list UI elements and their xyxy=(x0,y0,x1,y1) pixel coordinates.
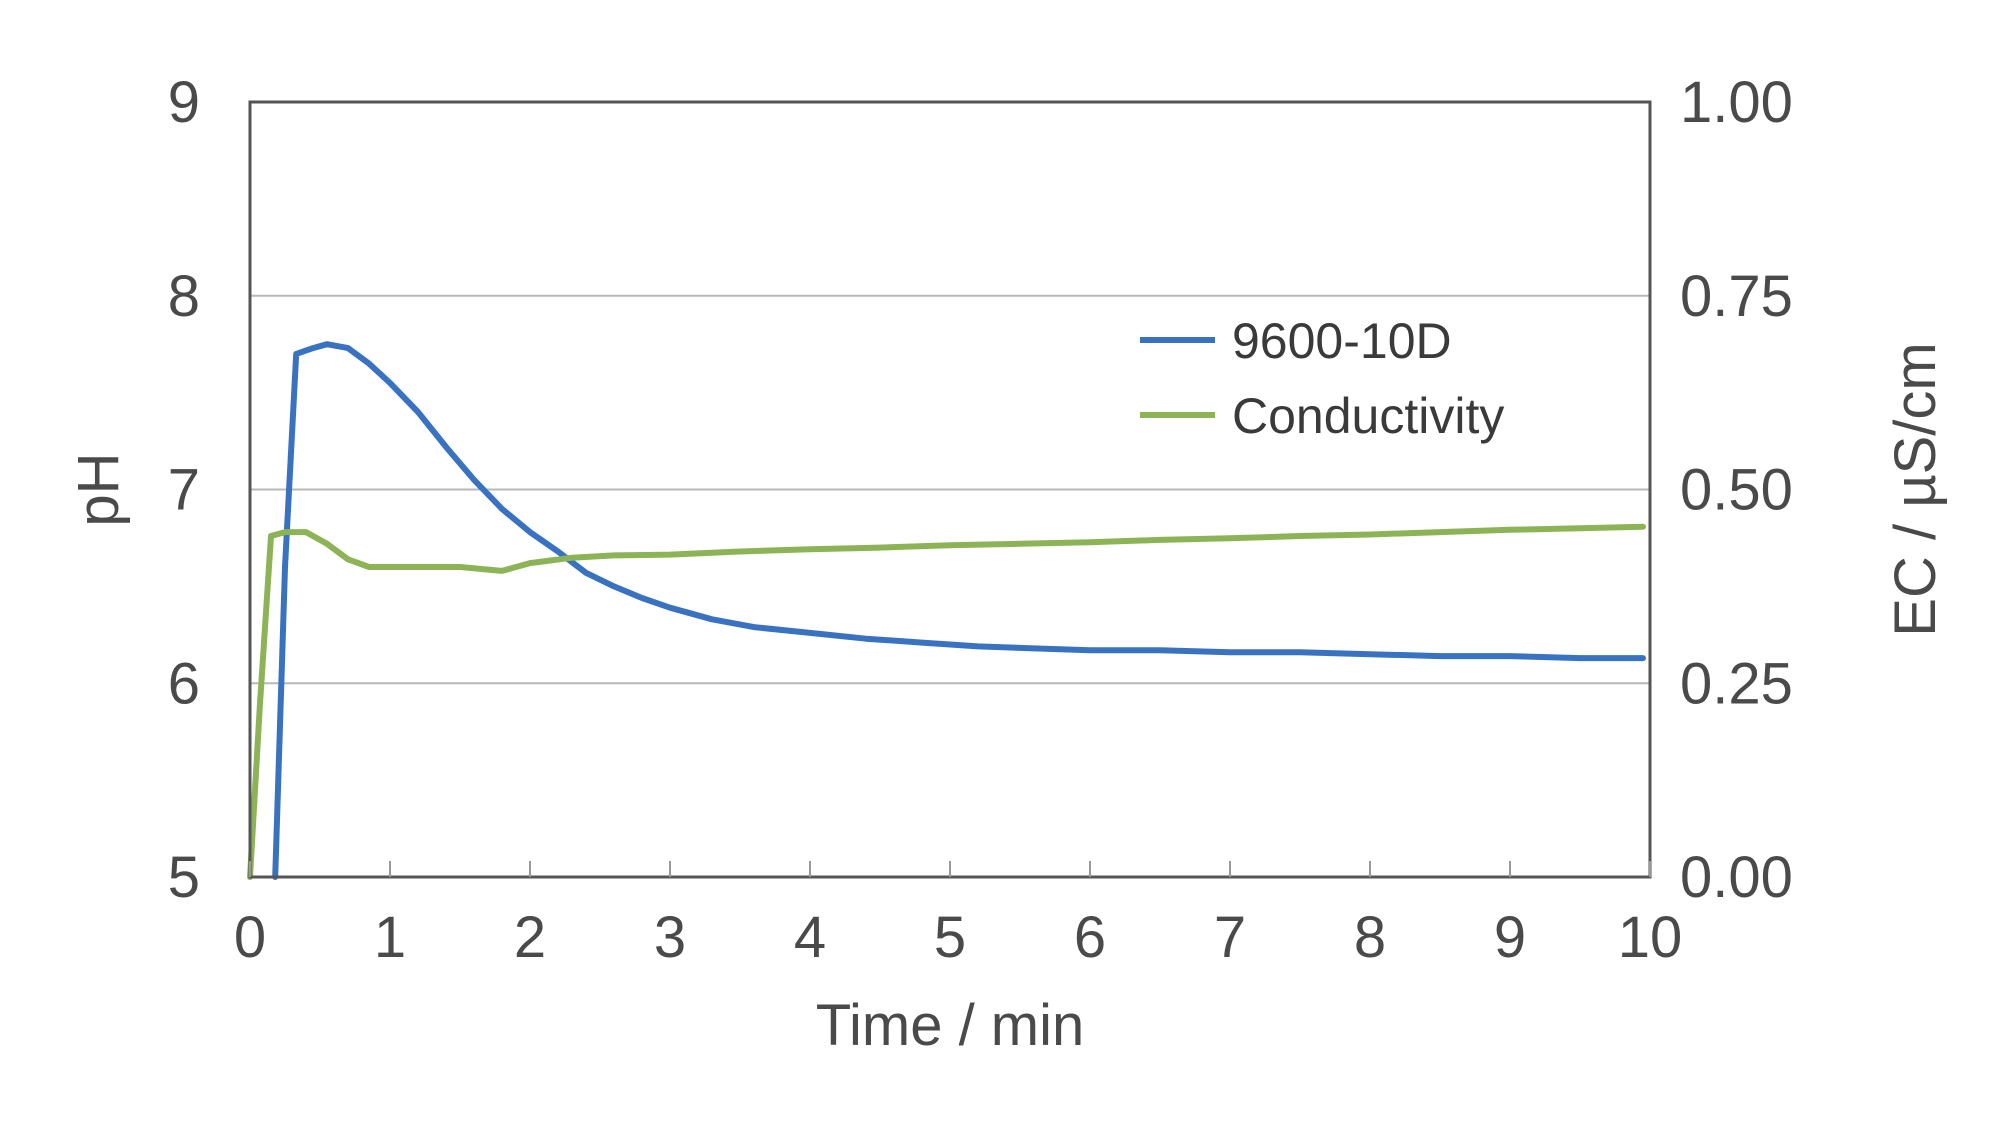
x-tick-label-1: 1 xyxy=(374,905,406,970)
y-tick-label-7: 7 xyxy=(168,458,200,523)
y2-tick-label-0.50: 0.50 xyxy=(1680,458,1793,523)
x-tick-label-5: 5 xyxy=(934,905,966,970)
y-tick-label-9: 9 xyxy=(168,70,200,135)
legend-label-9600-10d: 9600-10D xyxy=(1232,313,1452,369)
x-tick-label-10: 10 xyxy=(1618,905,1683,970)
y2-tick-label-0.00: 0.00 xyxy=(1680,845,1793,910)
x-tick-label-0: 0 xyxy=(234,905,266,970)
x-tick-label-3: 3 xyxy=(654,905,686,970)
x-tick-label-8: 8 xyxy=(1354,905,1386,970)
y2-tick-label-0.75: 0.75 xyxy=(1680,264,1793,329)
y2-tick-label-1.00: 1.00 xyxy=(1680,70,1793,135)
x-tick-label-6: 6 xyxy=(1074,905,1106,970)
x-tick-label-7: 7 xyxy=(1214,905,1246,970)
axis-ticks: 5 6 7 8 9 0.00 0.25 0.50 0.75 1.00 0 1 2 3 4 5 6 7 8 9 10 xyxy=(168,70,1793,970)
x-tick-label-4: 4 xyxy=(794,905,826,970)
x-tick-label-2: 2 xyxy=(514,905,546,970)
y-axis-title-right: EC / µS/cm xyxy=(1883,342,1948,636)
series-line-conductivity xyxy=(247,523,1646,880)
legend-label-conductivity: Conductivity xyxy=(1232,388,1504,444)
x-tick-label-9: 9 xyxy=(1494,905,1526,970)
legend: 9600-10D Conductivity xyxy=(1140,313,1504,444)
x-axis-title: Time / min xyxy=(816,993,1085,1058)
series-lines xyxy=(247,341,1646,880)
y-axis-title-left: pH xyxy=(66,452,131,526)
y-tick-label-6: 6 xyxy=(168,651,200,716)
series-line-9600-10d xyxy=(272,341,1646,880)
y-tick-label-5: 5 xyxy=(168,845,200,910)
y-tick-label-8: 8 xyxy=(168,264,200,329)
y2-tick-label-0.25: 0.25 xyxy=(1680,651,1793,716)
